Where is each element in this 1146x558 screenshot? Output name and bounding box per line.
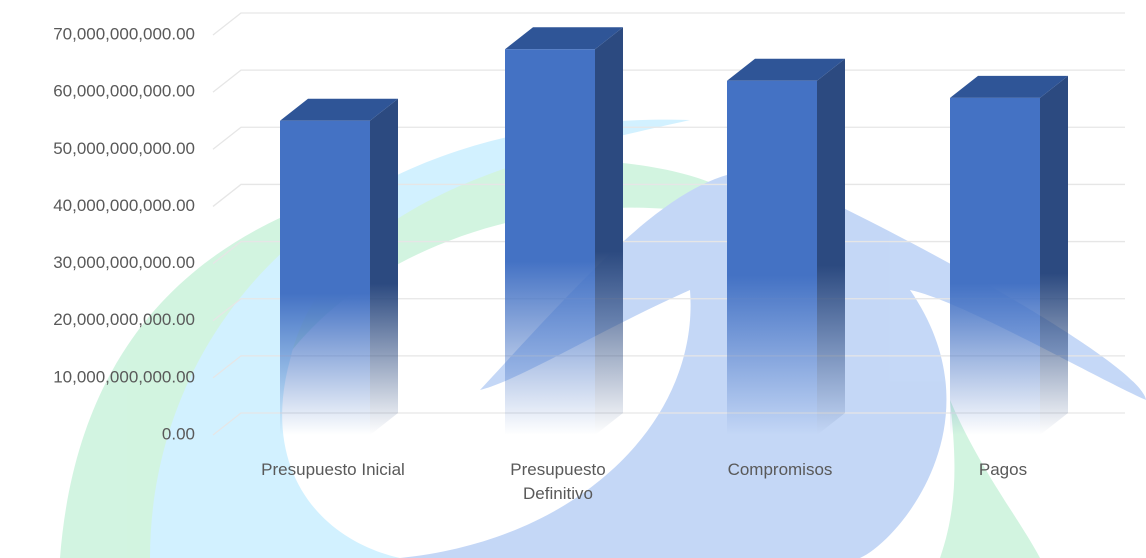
y-tick-label: 0.00	[162, 424, 195, 443]
x-tick-label: Presupuesto Inicial	[261, 460, 405, 479]
grid-line	[212, 12, 1125, 36]
x-tick-label: Compromisos	[727, 460, 833, 479]
bar-front	[727, 80, 817, 435]
y-tick-label: 20,000,000,000.00	[53, 310, 195, 329]
bar-front	[505, 49, 595, 436]
bar-side	[1040, 75, 1068, 435]
y-tick-label: 10,000,000,000.00	[53, 367, 195, 386]
y-tick-label: 30,000,000,000.00	[53, 253, 195, 272]
bar	[505, 27, 623, 436]
bar-top	[727, 58, 845, 81]
bar-top	[950, 75, 1068, 98]
bar	[727, 58, 845, 435]
bar-front	[280, 120, 370, 435]
y-tick-label: 70,000,000,000.00	[53, 24, 195, 43]
bar-side	[817, 58, 845, 435]
x-tick-label: Presupuesto Definitivo	[510, 460, 606, 503]
y-tick-label: 40,000,000,000.00	[53, 196, 195, 215]
y-tick-label: 60,000,000,000.00	[53, 82, 195, 101]
bar-top	[505, 27, 623, 50]
bar-side	[370, 98, 398, 435]
bar-top	[280, 98, 398, 121]
bar-side	[595, 27, 623, 436]
bar-front	[950, 97, 1040, 435]
bar	[950, 75, 1068, 435]
bar	[280, 98, 398, 435]
y-tick-label: 50,000,000,000.00	[53, 139, 195, 158]
x-tick-label: Pagos	[978, 460, 1028, 479]
